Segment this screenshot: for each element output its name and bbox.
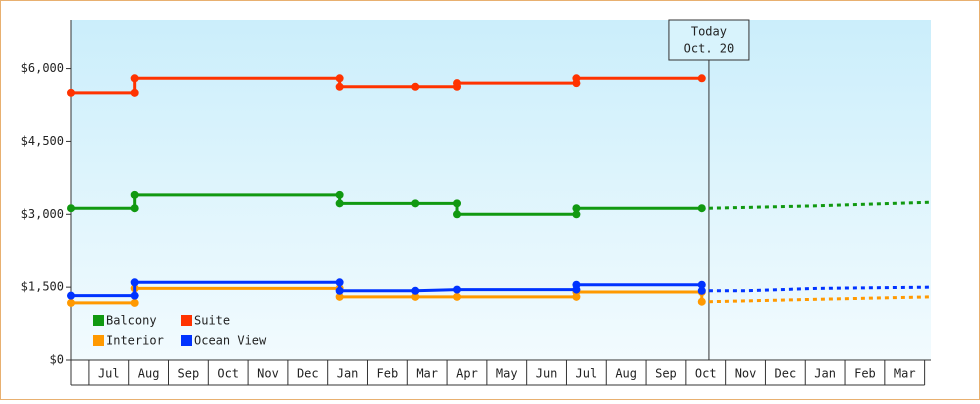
point [130,74,139,83]
point [335,74,344,83]
today-box [668,19,750,61]
point [411,292,420,301]
legend-label: Suite [194,314,230,328]
point [453,292,462,301]
x-tick-label: Dec [297,367,319,381]
today-label: Oct. 20 [684,42,735,56]
x-tick-label: Jun [536,367,558,381]
point [572,280,581,289]
legend-label: Balcony [106,314,157,328]
legend-swatch [181,315,192,326]
point [130,291,139,300]
x-tick-label: May [496,367,518,381]
y-tick-label: $0 [50,353,64,367]
point [130,298,139,307]
legend-label: Interior [106,334,164,348]
x-tick-label: Mar [416,367,438,381]
point [453,285,462,294]
point [572,204,581,213]
x-tick-label: Jul [98,367,120,381]
x-tick-label: Sep [655,367,677,381]
y-tick-label: $3,000 [21,207,64,221]
point [411,199,420,208]
x-tick-label: Feb [377,367,399,381]
forecast-line [708,200,932,210]
forecast-line [708,285,932,293]
x-tick-label: Aug [615,367,637,381]
x-tick-label: Oct [217,367,239,381]
point [453,210,462,219]
point [697,74,706,83]
point [697,297,706,306]
point [67,88,75,97]
today-label: Today [691,25,727,39]
point [697,204,706,213]
point [335,190,344,199]
x-tick-label: Dec [775,367,797,381]
y-tick-label: $4,500 [21,134,64,148]
point [335,286,344,295]
forecast-line [708,295,932,304]
x-tick-label: Sep [178,367,200,381]
point [572,74,581,83]
point [697,286,706,295]
point [335,278,344,287]
x-tick-label: Apr [456,367,478,381]
point [335,292,344,301]
legend-swatch [93,335,104,346]
point [453,79,462,88]
legend-swatch [181,335,192,346]
y-tick-label: $1,500 [21,280,64,294]
point [697,280,706,289]
point [130,278,139,287]
x-tick-label: Nov [735,367,757,381]
point [130,88,139,97]
x-tick-label: Feb [854,367,876,381]
point [453,199,462,208]
point [335,199,344,208]
x-tick-label: Aug [138,367,160,381]
x-tick-label: Jan [337,367,359,381]
point [572,210,581,219]
point [411,286,420,295]
point [411,82,420,91]
legend-label: Ocean View [194,334,267,348]
plot-area [71,20,931,360]
y-tick-label: $6,000 [21,61,64,75]
point [130,190,139,199]
x-tick-label: Mar [894,367,916,381]
point [130,204,139,213]
x-tick-label: Oct [695,367,717,381]
point [67,298,75,307]
point [67,204,75,213]
legend-swatch [93,315,104,326]
x-tick-label: Nov [257,367,279,381]
point [67,291,75,300]
x-tick-label: Jan [814,367,836,381]
point [335,82,344,91]
x-tick-label: Jul [576,367,598,381]
